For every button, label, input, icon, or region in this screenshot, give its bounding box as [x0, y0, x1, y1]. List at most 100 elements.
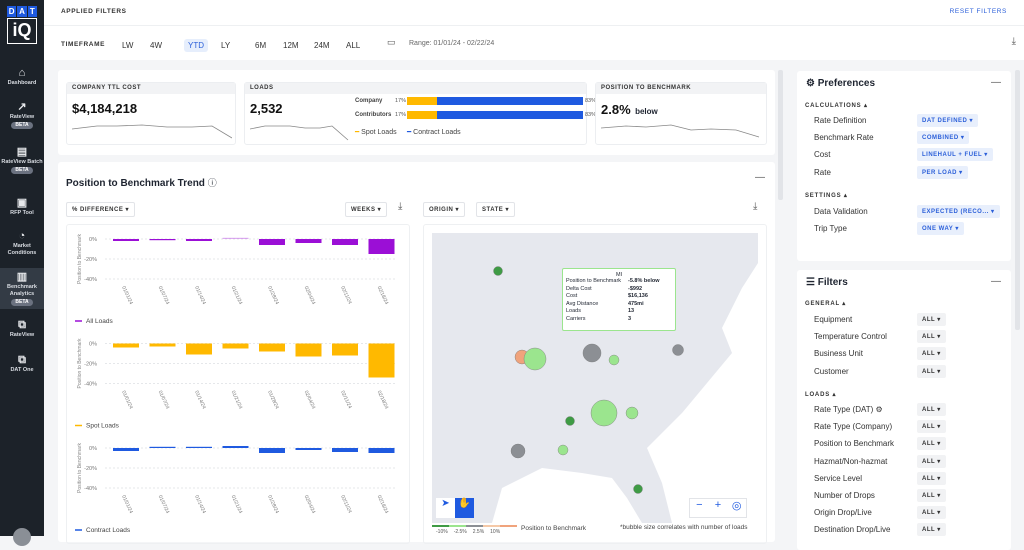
bar[interactable] — [295, 448, 322, 450]
state-bubble[interactable] — [510, 443, 526, 459]
setting-dropdown[interactable]: ALL ▾ — [917, 403, 946, 416]
timeframe-all[interactable]: ALL — [346, 41, 361, 50]
general-section[interactable]: GENERAL ▴ — [805, 301, 847, 307]
state-bubble[interactable] — [608, 354, 620, 366]
state-bubble[interactable] — [565, 416, 575, 426]
collapse-icon[interactable]: — — [755, 172, 765, 183]
setting-dropdown[interactable]: EXPECTED (RECO... ▾ — [917, 205, 1000, 218]
collapse-icon[interactable]: — — [991, 276, 1001, 287]
setting-dropdown[interactable]: LINEHAUL + FUEL ▾ — [917, 148, 993, 162]
zoom-in-icon[interactable]: + — [714, 499, 722, 511]
bar[interactable] — [222, 343, 249, 349]
setting-dropdown[interactable]: DAT DEFINED ▾ — [917, 114, 979, 127]
sidebar-item[interactable]: ▤ RateView Batch BETA — [0, 143, 44, 177]
setting-dropdown[interactable]: ALL ▾ — [917, 364, 946, 378]
reset-filters-link[interactable]: RESET FILTERS — [949, 8, 1007, 15]
loads-section[interactable]: LOADS ▴ — [805, 392, 837, 398]
timeframe-12m[interactable]: 12M — [283, 41, 299, 50]
bar[interactable] — [186, 446, 212, 448]
origin-dropdown[interactable]: ORIGIN ▾ — [423, 202, 466, 217]
pan-hand-icon[interactable]: ✋ — [455, 498, 474, 518]
state-bubble[interactable] — [625, 406, 639, 420]
calendar-icon[interactable]: ▭ — [387, 37, 396, 47]
bar[interactable] — [113, 239, 139, 241]
sidebar-item[interactable]: ▥ Benchmark Analytics BETA — [0, 268, 44, 309]
setting-dropdown[interactable]: ALL ▾ — [917, 330, 946, 344]
bar[interactable] — [222, 446, 249, 448]
timeframe-6m[interactable]: 6M — [255, 41, 267, 50]
bar[interactable] — [222, 237, 249, 239]
setting-dropdown[interactable]: ALL ▾ — [917, 313, 946, 326]
setting-dropdown[interactable]: ALL ▾ — [917, 489, 946, 502]
bar[interactable] — [368, 239, 395, 254]
right-scrollbar[interactable] — [1015, 70, 1020, 330]
gear-icon[interactable]: ⚙ — [875, 405, 883, 414]
bar[interactable] — [332, 448, 358, 452]
state-bubble[interactable] — [582, 343, 602, 363]
bar[interactable] — [149, 343, 176, 347]
timeframe-24m[interactable]: 24M — [314, 41, 330, 50]
bar[interactable] — [368, 448, 395, 453]
download-icon[interactable]: ⤓ — [1011, 36, 1016, 47]
bar[interactable] — [113, 448, 139, 451]
sidebar-item[interactable]: ▣ RFP Tool — [0, 194, 44, 220]
map-tools: ➤ ✋ — [436, 498, 474, 518]
download-icon[interactable]: ⤓ — [398, 201, 403, 212]
zoom-out-icon[interactable]: − — [696, 499, 703, 511]
state-bubble[interactable] — [557, 444, 569, 456]
setting-dropdown[interactable]: ALL ▾ — [917, 437, 946, 451]
bar[interactable] — [368, 343, 395, 378]
bar[interactable] — [186, 343, 212, 355]
pointer-tool-icon[interactable]: ➤ — [441, 498, 450, 509]
setting-dropdown[interactable]: ALL ▾ — [917, 454, 946, 468]
setting-dropdown[interactable]: ALL ▾ — [917, 506, 946, 520]
period-dropdown[interactable]: WEEKS ▾ — [345, 202, 388, 217]
date-range[interactable]: Range: 01/01/24 - 02/22/24 — [409, 40, 495, 47]
bar[interactable] — [186, 239, 212, 241]
bar[interactable] — [332, 343, 358, 356]
state-bubble[interactable] — [633, 484, 643, 494]
state-bubble[interactable] — [672, 344, 684, 356]
setting-dropdown[interactable]: ALL ▾ — [917, 420, 946, 434]
sidebar-item[interactable]: ⌂ Dashboard — [0, 64, 44, 90]
avatar[interactable] — [13, 528, 31, 546]
help-icon[interactable]: ⓘ — [207, 178, 217, 188]
sidebar-item[interactable]: ◔ Market Conditions — [0, 227, 44, 260]
timeframe-4w[interactable]: 4W — [150, 41, 162, 50]
map[interactable] — [432, 233, 758, 523]
timeframe-ytd[interactable]: YTD — [184, 39, 208, 52]
bar[interactable] — [259, 343, 285, 352]
state-bubble[interactable] — [590, 399, 618, 427]
bar[interactable] — [149, 446, 176, 448]
timeframe-ly[interactable]: LY — [221, 41, 231, 50]
bar[interactable] — [259, 448, 285, 453]
state-dropdown[interactable]: STATE ▾ — [476, 202, 515, 217]
setting-dropdown[interactable]: ALL ▾ — [917, 347, 946, 361]
state-bubble[interactable] — [493, 266, 503, 276]
state-bubble[interactable] — [523, 347, 547, 371]
locate-icon[interactable]: ◎ — [731, 500, 742, 512]
setting-dropdown[interactable]: PER LOAD ▾ — [917, 165, 968, 179]
bar[interactable] — [295, 343, 322, 357]
collapse-icon[interactable]: — — [991, 77, 1001, 88]
timeframe-lw[interactable]: LW — [122, 41, 134, 50]
bar[interactable] — [332, 239, 358, 245]
sidebar-item[interactable]: ⧉ DAT One — [0, 351, 44, 377]
bar[interactable] — [113, 343, 139, 348]
calculations-section[interactable]: CALCULATIONS ▴ — [805, 103, 868, 109]
preferences-header: ⚙ Preferences — [806, 78, 875, 89]
sidebar-item[interactable]: ⧉ RateView — [0, 316, 44, 342]
bar[interactable] — [259, 239, 285, 245]
setting-dropdown[interactable]: ONE WAY ▾ — [917, 222, 964, 236]
setting-dropdown[interactable]: COMBINED ▾ — [917, 131, 970, 145]
main-scrollbar[interactable] — [778, 70, 783, 200]
metric-dropdown[interactable]: % DIFFERENCE ▾ — [66, 202, 136, 217]
bar[interactable] — [295, 239, 322, 243]
setting-dropdown[interactable]: ALL ▾ — [917, 523, 946, 537]
setting-dropdown[interactable]: ALL ▾ — [917, 471, 946, 485]
sidebar-item[interactable]: ↗ RateView BETA — [0, 98, 44, 132]
settings-section[interactable]: SETTINGS ▴ — [805, 193, 848, 199]
bar[interactable] — [149, 239, 176, 241]
download-icon[interactable]: ⤓ — [753, 201, 758, 212]
